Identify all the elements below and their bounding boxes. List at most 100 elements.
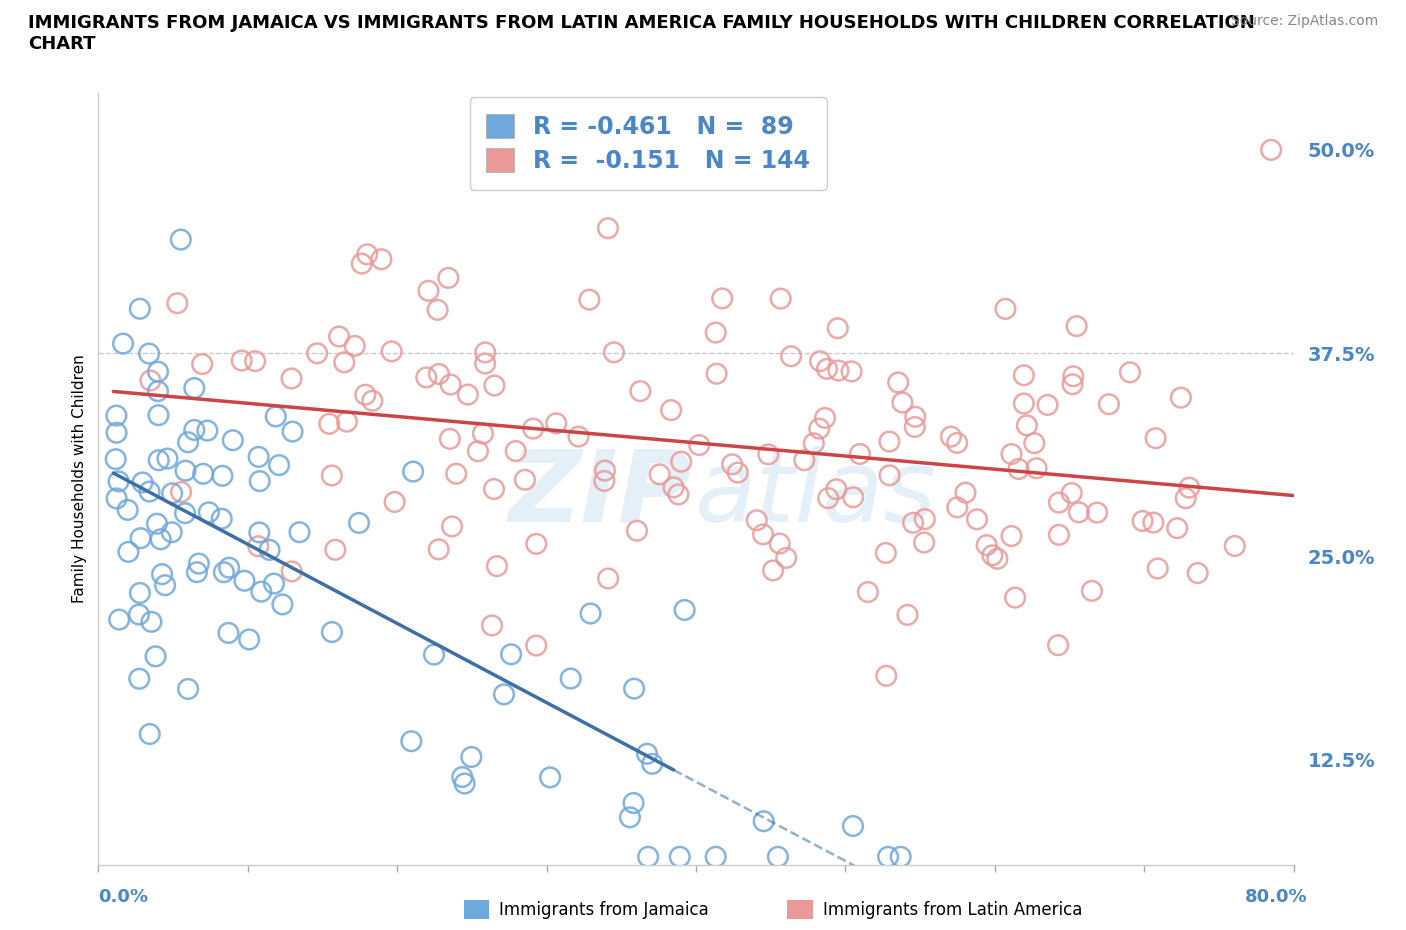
Point [1119,365,1142,379]
Point [1060,485,1083,500]
Point [333,355,356,370]
Point [1260,142,1282,157]
Point [817,491,839,506]
Point [912,535,935,550]
Point [415,370,437,385]
Point [191,356,214,371]
Point [485,559,508,574]
Point [247,525,270,540]
Point [904,419,927,434]
Point [238,632,260,647]
Point [174,506,197,521]
Point [704,849,727,864]
Point [474,345,496,360]
Point [482,482,505,497]
Point [481,618,503,633]
Point [129,531,152,546]
Point [1007,461,1029,476]
Point [288,525,311,539]
Point [247,538,270,553]
Point [1047,527,1070,542]
Point [104,452,127,467]
Point [243,353,266,368]
Point [904,409,927,424]
Point [271,597,294,612]
Point [780,349,803,364]
Point [170,232,193,247]
Point [596,220,619,235]
Point [637,849,659,864]
Point [1166,521,1188,536]
Point [112,336,135,351]
Point [688,438,710,453]
Point [141,615,163,630]
Point [280,371,302,386]
Point [131,475,153,490]
Point [117,502,139,517]
Point [668,849,690,864]
Point [1098,397,1121,412]
Point [281,424,304,439]
Point [626,524,648,538]
Point [218,560,240,575]
Point [153,578,176,592]
Point [803,436,825,451]
Text: ZIP: ZIP [509,445,692,543]
Point [267,458,290,472]
Point [636,747,658,762]
Text: Immigrants from Latin America: Immigrants from Latin America [823,900,1081,919]
Point [117,544,139,559]
Y-axis label: Family Households with Children: Family Households with Children [72,354,87,604]
Point [1024,436,1046,451]
Point [441,519,464,534]
Point [546,416,568,431]
Point [704,326,727,340]
Point [437,271,460,286]
Point [976,538,998,552]
Point [1081,583,1104,598]
Point [842,818,865,833]
Point [752,814,775,829]
Point [1132,513,1154,528]
Point [756,447,779,462]
Point [793,453,815,468]
Point [1036,397,1059,412]
Point [1174,491,1197,506]
Point [233,573,256,588]
Point [451,770,474,785]
Point [156,451,179,466]
Point [578,292,600,307]
Point [879,468,901,483]
Point [1004,591,1026,605]
Point [623,681,645,696]
Point [981,548,1004,563]
Point [402,464,425,479]
Point [370,252,392,267]
Point [890,849,912,864]
Point [198,505,221,520]
Point [619,810,641,825]
Point [721,457,744,472]
Point [815,362,838,377]
Point [711,291,734,306]
Point [827,321,849,336]
Point [381,344,404,359]
Point [148,407,170,422]
Point [467,444,489,458]
Point [808,353,831,368]
Point [177,435,200,450]
Point [148,453,170,468]
Point [1062,377,1084,392]
Point [879,434,901,449]
Point [321,468,343,483]
Point [174,463,197,478]
Point [524,537,547,551]
Point [593,473,616,488]
Point [628,384,651,399]
Point [966,512,988,526]
Point [474,356,496,371]
Point [814,410,837,425]
Point [444,466,467,481]
Point [603,345,626,360]
Point [170,485,193,499]
